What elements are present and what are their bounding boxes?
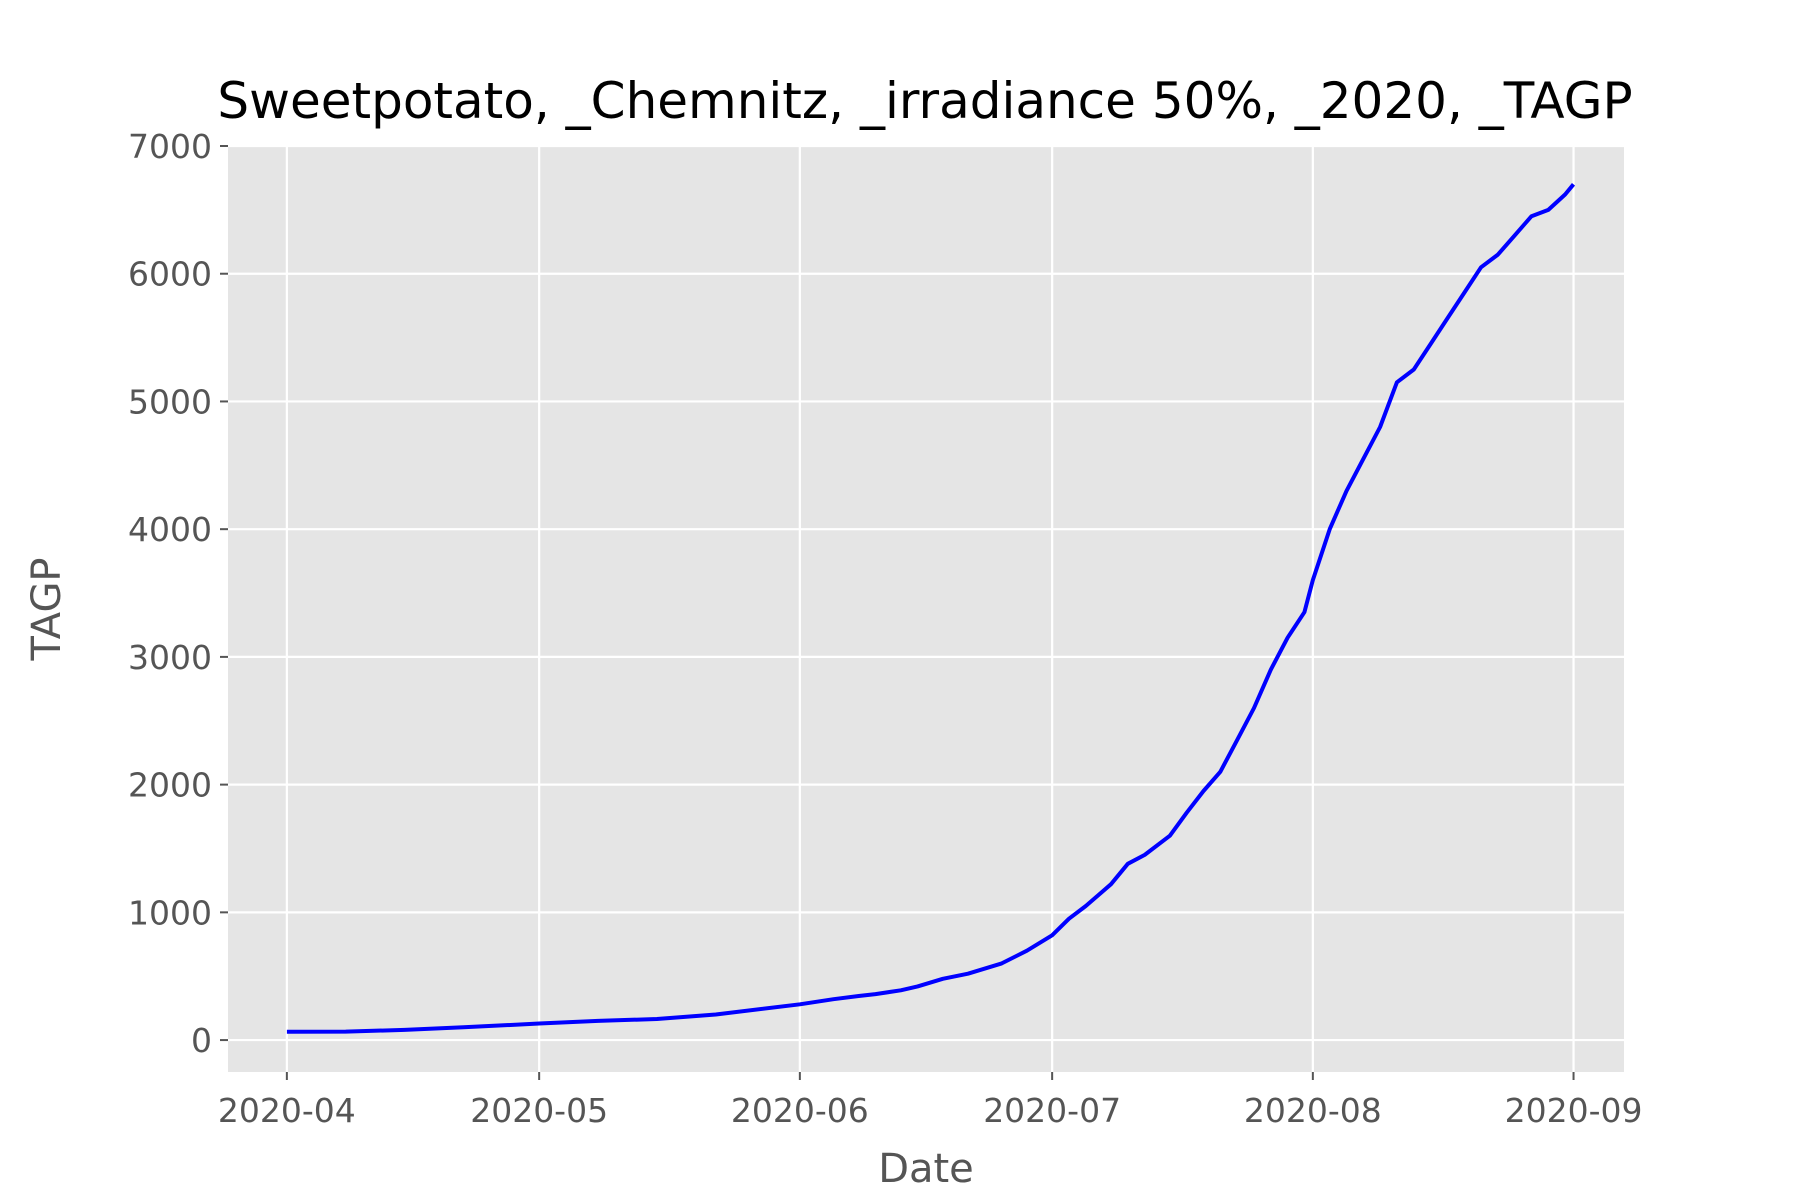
y-tick-label: 0 [191, 1021, 212, 1060]
x-tick-label: 2020-05 [470, 1091, 608, 1130]
plot-area [228, 146, 1624, 1072]
axis-ticks [220, 145, 1575, 1080]
y-tick-label: 5000 [128, 382, 212, 421]
y-tick-label: 1000 [128, 893, 212, 932]
y-axis-label: TAGP [24, 557, 70, 661]
series-layer [286, 183, 1576, 1034]
x-axis-label: Date [878, 1146, 974, 1192]
x-tick-label: 2020-08 [1244, 1091, 1382, 1130]
y-tick-label: 6000 [128, 255, 212, 294]
x-tick-label: 2020-07 [983, 1091, 1121, 1130]
chart-title: Sweetpotato, _Chemnitz, _irradiance 50%,… [217, 72, 1632, 130]
x-tick-label: 2020-06 [731, 1091, 869, 1130]
y-tick-labels: 0 1000 2000 3000 4000 5000 6000 7000 [128, 127, 212, 1060]
y-tick-label: 7000 [128, 127, 212, 166]
x-tick-label: 2020-09 [1505, 1091, 1643, 1130]
y-tick-label: 3000 [128, 638, 212, 677]
x-tick-labels: 2020-04 2020-05 2020-06 2020-07 2020-08 2020-… [218, 1091, 1643, 1130]
grid-lines [228, 144, 1624, 1072]
tagp-series-line [286, 183, 1576, 1034]
x-tick-label: 2020-04 [218, 1091, 356, 1130]
y-tick-label: 4000 [128, 510, 212, 549]
y-tick-label: 2000 [128, 766, 212, 805]
